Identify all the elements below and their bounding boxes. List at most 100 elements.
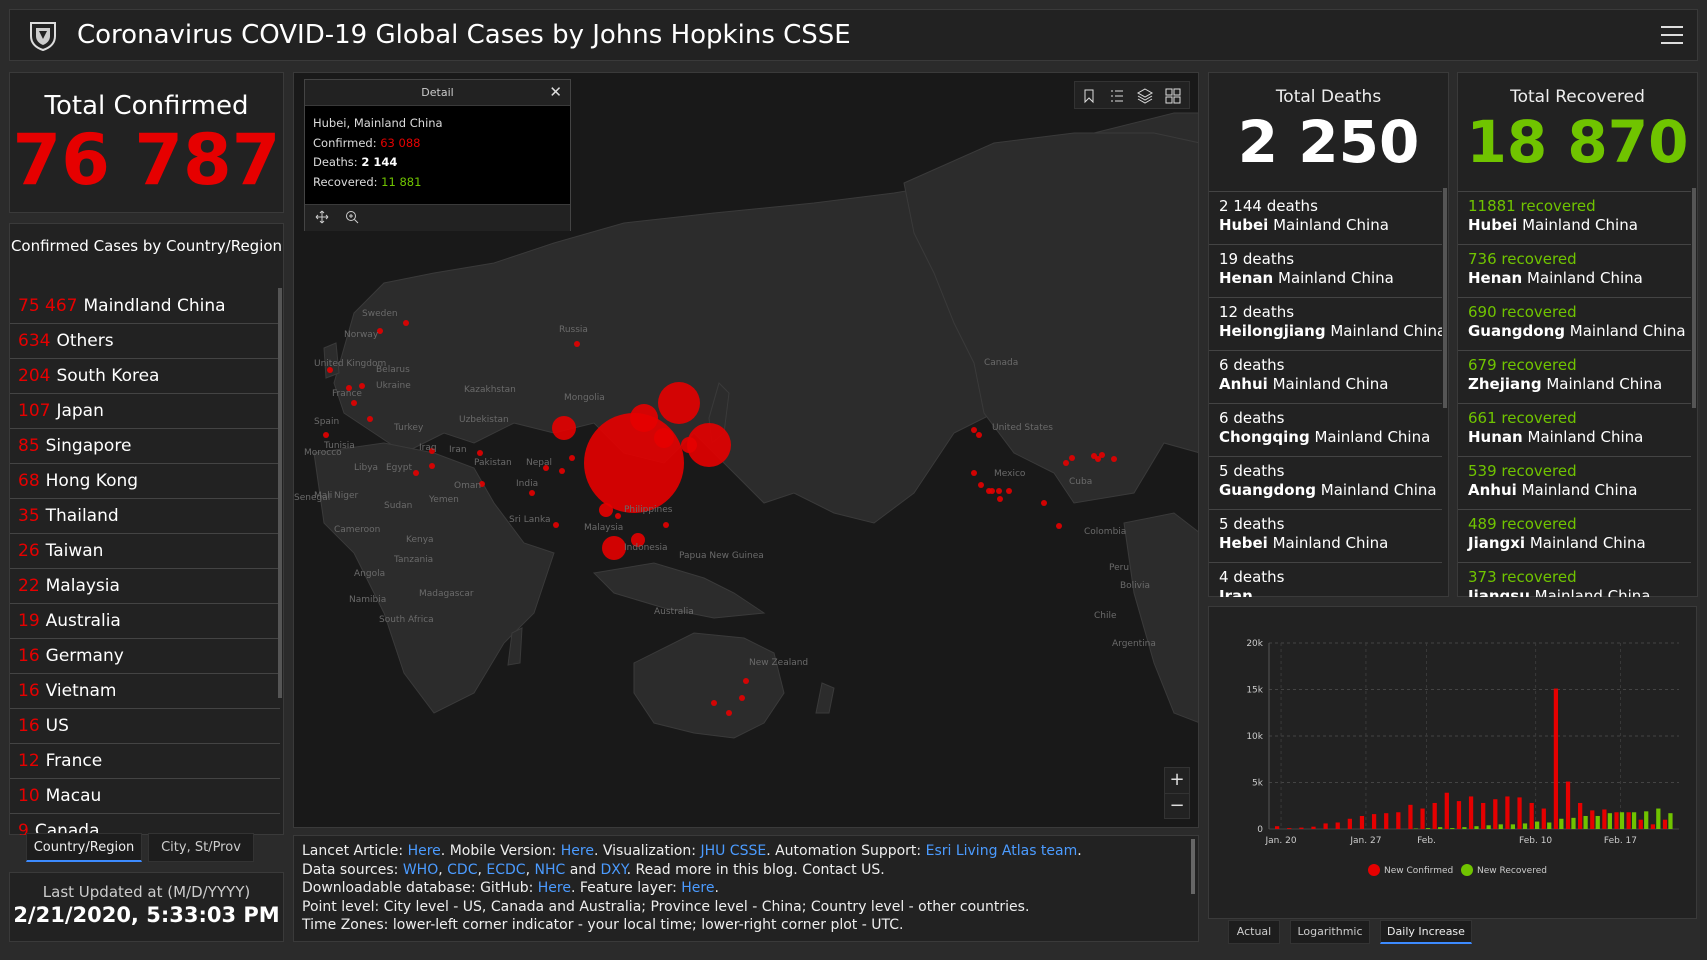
- jhu-csse-link[interactable]: JHU CSSE: [700, 843, 767, 859]
- recovered-row[interactable]: 679 recovered Zhejiang Mainland China: [1458, 350, 1691, 403]
- bar-recovered: [1425, 828, 1431, 829]
- popup-deaths-label: Deaths:: [313, 155, 358, 169]
- recovered-row[interactable]: 736 recovered Henan Mainland China: [1458, 244, 1691, 297]
- deaths-unit: deaths: [1233, 462, 1285, 480]
- deaths-row[interactable]: 5 deaths Guangdong Mainland China: [1209, 456, 1442, 509]
- recovered-unit: recovered: [1501, 250, 1577, 268]
- deaths-count: 6: [1219, 356, 1229, 374]
- deaths-row[interactable]: 6 deaths Anhui Mainland China: [1209, 350, 1442, 403]
- country-count: 12: [18, 751, 40, 771]
- ecdc-link[interactable]: ECDC: [486, 861, 526, 878]
- bar-recovered: [1656, 808, 1661, 829]
- bar-confirmed: [1638, 819, 1643, 829]
- province-name: Hebei: [1219, 534, 1268, 552]
- esri-link[interactable]: Esri Living Atlas team: [925, 843, 1078, 859]
- country-row[interactable]: 16 Germany: [10, 639, 280, 674]
- zoom-control: + −: [1164, 767, 1190, 819]
- scrollbar[interactable]: [1692, 188, 1696, 408]
- country-row[interactable]: 107 Japan: [10, 394, 280, 429]
- recovered-row[interactable]: 11881 recovered Hubei Mainland China: [1458, 191, 1691, 244]
- layers-icon[interactable]: [1135, 86, 1155, 106]
- dxy-link[interactable]: DXY: [600, 861, 627, 878]
- bar-confirmed: [1275, 826, 1280, 829]
- recovered-place-line: Jiangsu Mainland China: [1468, 587, 1691, 597]
- deaths-row[interactable]: 4 deaths Iran: [1209, 562, 1442, 597]
- scrollbar[interactable]: [1443, 188, 1447, 408]
- country-row[interactable]: 10 Macau: [10, 779, 280, 814]
- zoom-in-button[interactable]: +: [1169, 769, 1185, 790]
- country-row[interactable]: 634 Others: [10, 324, 280, 359]
- country-row[interactable]: 204 South Korea: [10, 359, 280, 394]
- list-icon[interactable]: [1107, 86, 1127, 106]
- tab-logarithmic[interactable]: Logarithmic: [1290, 920, 1370, 944]
- tab-actual[interactable]: Actual: [1228, 920, 1280, 944]
- country-row[interactable]: 19 Australia: [10, 604, 280, 639]
- recovered-row[interactable]: 373 recovered Jiangsu Mainland China: [1458, 562, 1691, 597]
- country-row[interactable]: 75 467 Maindland China: [10, 289, 280, 324]
- country-name: Vietnam: [45, 681, 117, 701]
- country-row[interactable]: 26 Taiwan: [10, 534, 280, 569]
- bar-confirmed: [1396, 812, 1401, 829]
- country-row[interactable]: 22 Malaysia: [10, 569, 280, 604]
- country-row[interactable]: 16 Vietnam: [10, 674, 280, 709]
- country-row[interactable]: 35 Thailand: [10, 499, 280, 534]
- deaths-row[interactable]: 12 deaths Heilongjiang Mainland China: [1209, 297, 1442, 350]
- bar-confirmed: [1432, 802, 1437, 829]
- hamburger-menu-icon[interactable]: [1661, 26, 1683, 46]
- country-count: 9: [18, 821, 29, 835]
- recovered-row[interactable]: 489 recovered Jiangxi Mainland China: [1458, 509, 1691, 562]
- country-row[interactable]: 12 France: [10, 744, 280, 779]
- recovered-row[interactable]: 539 recovered Anhui Mainland China: [1458, 456, 1691, 509]
- close-icon[interactable]: ✕: [549, 83, 562, 101]
- country-row[interactable]: 85 Singapore: [10, 429, 280, 464]
- recovered-row[interactable]: 661 recovered Hunan Mainland China: [1458, 403, 1691, 456]
- bar-confirmed: [1468, 796, 1474, 829]
- cdc-link[interactable]: CDC: [447, 861, 478, 878]
- mobile-version-link[interactable]: Here: [560, 843, 594, 859]
- map-canvas[interactable]: [294, 73, 1199, 828]
- who-link[interactable]: WHO: [402, 861, 439, 878]
- country-name: Mainland China: [1529, 534, 1646, 552]
- deaths-row[interactable]: 2 144 deaths Hubei Mainland China: [1209, 191, 1442, 244]
- country-row[interactable]: 9 Canada: [10, 814, 280, 835]
- zoom-to-icon[interactable]: [345, 210, 359, 224]
- deaths-count: 5: [1219, 462, 1229, 480]
- bookmark-icon[interactable]: [1079, 86, 1099, 106]
- country-name: Mainland China: [1527, 269, 1643, 287]
- info-text: . Mobile Version:: [440, 843, 561, 859]
- map-label: Ukraine: [376, 381, 411, 391]
- province-name: Hunan: [1468, 428, 1523, 446]
- nhc-link[interactable]: NHC: [534, 861, 566, 878]
- recovered-count: 373: [1468, 568, 1497, 586]
- recovered-row[interactable]: 690 recovered Guangdong Mainland China: [1458, 297, 1691, 350]
- pan-icon[interactable]: [315, 210, 329, 224]
- zoom-out-button[interactable]: −: [1165, 793, 1189, 819]
- recovered-count: 736: [1468, 250, 1497, 268]
- github-link[interactable]: Here: [537, 880, 571, 896]
- tab-city-state[interactable]: City, St/Prov: [148, 833, 254, 862]
- map-label: Yemen: [429, 495, 459, 505]
- feature-layer-link[interactable]: Here: [681, 880, 715, 896]
- country-name: Hong Kong: [45, 471, 139, 491]
- scrollbar[interactable]: [278, 288, 282, 698]
- province-name: Chongqing: [1219, 428, 1310, 446]
- deaths-count-line: 19 deaths: [1219, 250, 1442, 269]
- country-name: Maindland China: [83, 296, 226, 316]
- tab-daily-increase[interactable]: Daily Increase: [1380, 920, 1472, 944]
- country-count: 26: [18, 541, 40, 561]
- deaths-row[interactable]: 5 deaths Hebei Mainland China: [1209, 509, 1442, 562]
- basemap-gallery-icon[interactable]: [1163, 86, 1183, 106]
- map-label: Philippines: [624, 505, 673, 515]
- map-label: Sudan: [384, 501, 413, 511]
- map-label: Egypt: [386, 463, 412, 473]
- country-row[interactable]: 16 US: [10, 709, 280, 744]
- world-map[interactable]: Sweden Norway Russia United Kingdom Belarus U…: [293, 72, 1199, 828]
- legend-recovered-label: New Recovered: [1477, 866, 1547, 876]
- scrollbar[interactable]: [1191, 839, 1195, 894]
- deaths-row[interactable]: 19 deaths Henan Mainland China: [1209, 244, 1442, 297]
- bar-recovered: [1450, 828, 1455, 829]
- tab-country-region[interactable]: Country/Region: [26, 833, 142, 862]
- lancet-link[interactable]: Here: [407, 843, 441, 859]
- country-row[interactable]: 68 Hong Kong: [10, 464, 280, 499]
- deaths-row[interactable]: 6 deaths Chongqing Mainland China: [1209, 403, 1442, 456]
